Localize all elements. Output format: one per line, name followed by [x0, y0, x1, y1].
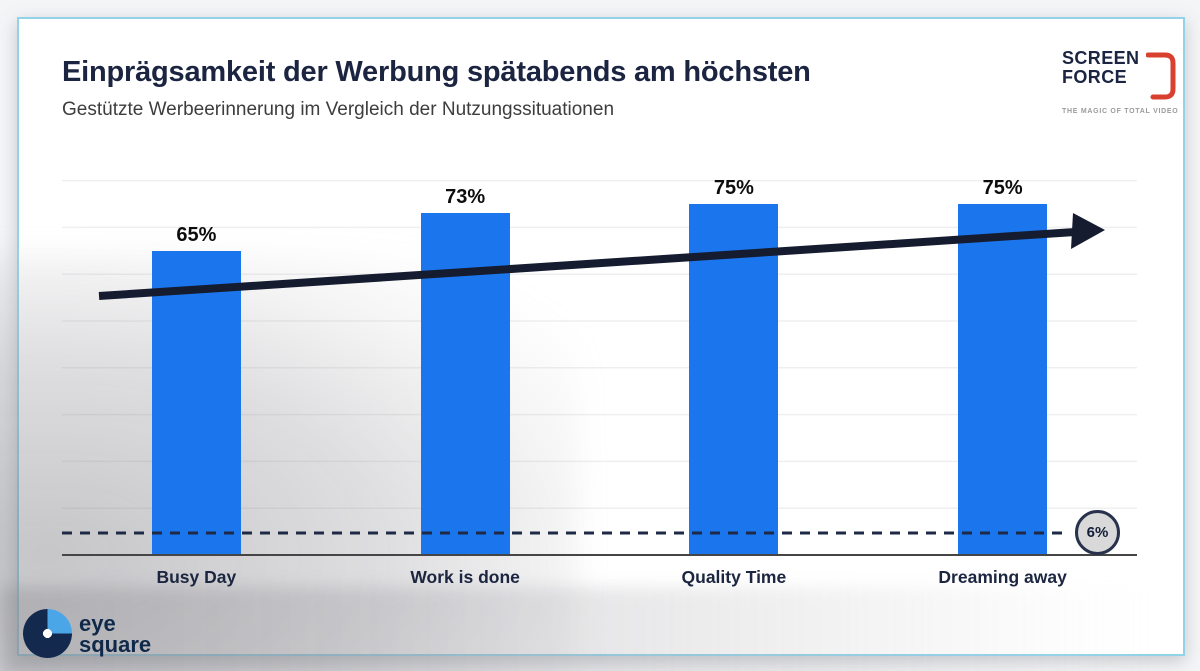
category-label: Dreaming away [938, 567, 1067, 587]
screenforce-line1: SCREEN [1062, 48, 1140, 68]
reference-value-badge: 6% [1075, 510, 1120, 555]
screenforce-tagline: THE MAGIC OF TOTAL VIDEO [1062, 108, 1179, 115]
category-label: Work is done [410, 567, 520, 587]
screenforce-line2: FORCE [1062, 67, 1127, 87]
bar [420, 213, 510, 555]
eyesquare-line1: eye [79, 610, 116, 636]
bar-value-label: 75% [982, 177, 1023, 199]
slide-title: Einprägsamkeit der Werbung spätabends am… [62, 56, 811, 88]
category-label: Busy Day [156, 567, 237, 587]
eyesquare-line2: square [79, 631, 152, 657]
eyesquare-eye-icon [23, 609, 72, 658]
screenforce-bracket-icon [1146, 52, 1176, 100]
screenforce-wordmark: SCREEN FORCE [1062, 49, 1187, 101]
eyesquare-logo: eye square [23, 609, 151, 658]
bar-column: 65% [116, 224, 276, 555]
bar [151, 251, 241, 555]
bar-value-label: 73% [445, 186, 486, 208]
bar-column: 75% [654, 177, 814, 555]
bar-value-label: 65% [176, 224, 217, 246]
category-label: Quality Time [681, 567, 787, 587]
bar-column: 75% [923, 177, 1083, 555]
screenforce-logo: SCREEN FORCE THE MAGIC OF TOTAL VIDEO [1062, 49, 1187, 116]
bar-value-label: 75% [713, 177, 754, 199]
reference-value-label: 6% [1086, 524, 1109, 541]
presentation-slide: Einprägsamkeit der Werbung spätabends am… [17, 17, 1187, 658]
bar-column: 73% [385, 186, 545, 555]
bar [689, 204, 779, 555]
bar [958, 204, 1048, 555]
slide-subtitle: Gestützte Werbeerinnerung im Vergleich d… [62, 99, 615, 120]
